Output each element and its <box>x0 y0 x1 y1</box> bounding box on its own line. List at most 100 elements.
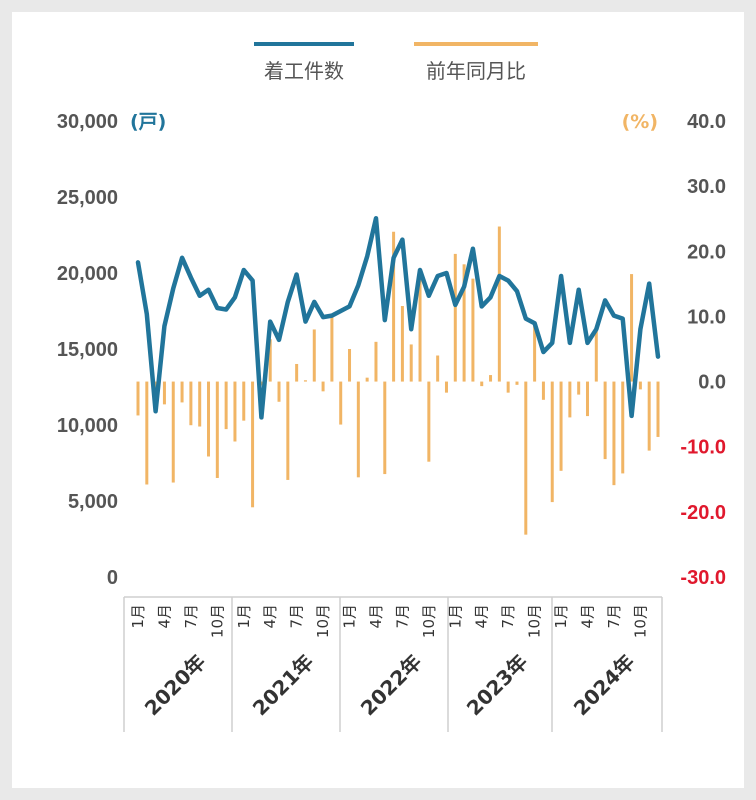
right-tick-label: 30.0 <box>687 176 726 198</box>
x-month-label: 7月 <box>605 604 623 629</box>
yoy-bar <box>497 226 501 382</box>
legend-label-yoy: 前年同月比 <box>426 59 526 83</box>
yoy-bar <box>436 355 440 382</box>
right-tick-label: 0.0 <box>698 372 726 394</box>
yoy-bar <box>162 381 166 405</box>
yoy-bar <box>656 381 660 437</box>
yoy-bar <box>524 381 528 535</box>
left-tick-label: 20,000 <box>57 263 118 285</box>
yoy-bar <box>383 381 387 475</box>
yoy-bar <box>242 381 246 421</box>
yoy-bar <box>568 381 572 418</box>
yoy-bar <box>533 326 537 382</box>
yoy-bar <box>180 381 184 403</box>
yoy-bar <box>630 274 634 382</box>
yoy-bar <box>612 381 616 486</box>
right-tick-label: -30.0 <box>680 567 726 589</box>
yoy-bar <box>224 381 228 430</box>
left-tick-label: 10,000 <box>57 415 118 437</box>
yoy-bar <box>427 381 431 462</box>
right-axis-unit: (%) <box>622 111 658 133</box>
yoy-bar <box>480 381 484 387</box>
right-tick-label: 10.0 <box>687 306 726 328</box>
x-month-label: 1月 <box>552 604 570 629</box>
x-month-label: 4月 <box>473 604 491 629</box>
x-month-label: 4月 <box>367 604 385 629</box>
yoy-bar <box>207 381 211 457</box>
yoy-bar <box>550 381 554 503</box>
yoy-bar <box>392 231 396 382</box>
yoy-bar <box>489 375 493 382</box>
yoy-bar <box>444 381 448 393</box>
starts-line <box>135 216 661 420</box>
x-month-label: 10月 <box>420 604 438 638</box>
x-month-label: 7月 <box>499 604 517 629</box>
yoy-bar <box>365 377 369 382</box>
x-month-label: 10月 <box>526 604 544 638</box>
yoy-bar <box>621 381 625 474</box>
x-month-label: 4月 <box>578 604 596 629</box>
yoy-bar <box>418 272 422 382</box>
yoy-bar <box>594 327 598 382</box>
yoy-bar <box>136 381 140 416</box>
left-axis-unit: (戸) <box>130 111 166 133</box>
yoy-bar <box>286 381 290 480</box>
x-month-label: 10月 <box>208 604 226 638</box>
yoy-bar <box>198 381 202 427</box>
right-tick-label: -10.0 <box>680 437 726 459</box>
chart-card: 着工件数 前年同月比 (戸) (%) 0 5,000 10,000 15,000 20,000 2… <box>12 12 744 788</box>
yoy-bar <box>647 381 651 451</box>
x-year-label: 2020年 <box>140 650 210 720</box>
yoy-bar <box>295 363 299 382</box>
yoy-bar <box>541 381 545 400</box>
x-month-label: 10月 <box>314 604 332 638</box>
yoy-bar <box>577 381 581 395</box>
yoy-bar <box>171 381 175 483</box>
left-tick-label: 25,000 <box>57 187 118 209</box>
yoy-bar <box>585 381 589 417</box>
x-month-label: 1月 <box>446 604 464 629</box>
yoy-bar <box>268 339 272 382</box>
x-month-label: 1月 <box>235 604 253 629</box>
yoy-bar <box>638 381 642 390</box>
yoy-bar <box>462 264 466 382</box>
yoy-bar <box>312 329 316 382</box>
yoy-bar <box>189 381 193 426</box>
yoy-bar <box>515 381 519 385</box>
yoy-bar <box>603 381 607 460</box>
x-month-label: 4月 <box>155 604 173 629</box>
yoy-bar <box>471 278 475 382</box>
yoy-bar <box>339 381 343 425</box>
yoy-bar <box>374 341 378 382</box>
yoy-bar <box>321 381 325 392</box>
x-month-label: 4月 <box>261 604 279 629</box>
yoy-bar <box>145 381 149 485</box>
chart-area: 着工件数 前年同月比 (戸) (%) 0 5,000 10,000 15,000 20,000 2… <box>57 42 726 732</box>
yoy-bar <box>348 349 352 382</box>
x-year-label: 2023年 <box>462 650 532 720</box>
legend-label-starts: 着工件数 <box>264 59 344 83</box>
right-tick-label: 40.0 <box>687 111 726 133</box>
left-tick-label: 15,000 <box>57 339 118 361</box>
yoy-bar <box>277 381 281 402</box>
left-tick-label: 5,000 <box>68 491 118 513</box>
yoy-bar <box>251 381 255 508</box>
x-month-label: 7月 <box>182 604 200 629</box>
yoy-bar <box>559 381 563 471</box>
left-tick-label: 30,000 <box>57 111 118 133</box>
yoy-bar <box>233 381 237 442</box>
yoy-bar <box>330 313 334 382</box>
x-month-label: 1月 <box>341 604 359 629</box>
yoy-bar <box>506 381 510 393</box>
right-tick-label: 20.0 <box>687 241 726 263</box>
left-tick-label: 0 <box>107 567 118 589</box>
x-month-label: 1月 <box>129 604 147 629</box>
yoy-bar <box>453 253 457 382</box>
x-month-label: 10月 <box>631 604 649 638</box>
yoy-bar <box>356 381 360 478</box>
x-month-label: 7月 <box>288 604 306 629</box>
yoy-bar <box>215 381 219 478</box>
yoy-bar <box>409 344 413 382</box>
x-year-label: 2021年 <box>248 650 318 720</box>
yoy-bar <box>400 306 404 382</box>
